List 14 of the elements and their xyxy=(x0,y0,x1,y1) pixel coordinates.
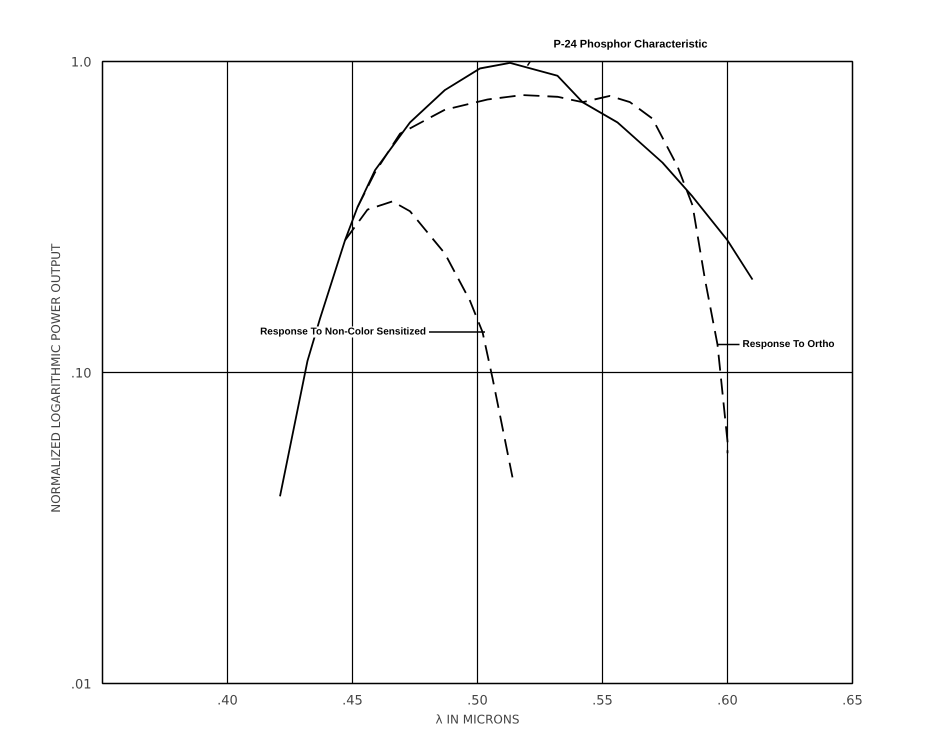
annotation: Response To Ortho xyxy=(742,339,835,350)
x-tick-label: .60 xyxy=(717,694,738,708)
x-tick-label: .65 xyxy=(842,694,863,708)
y-tick-label: 1.0 xyxy=(70,56,92,70)
x-tick-label: .45 xyxy=(342,694,363,708)
y-tick-label: .01 xyxy=(70,678,92,692)
y-tick-label: .10 xyxy=(70,366,92,382)
x-tick-label: .55 xyxy=(592,694,613,708)
annotation: Response To Non-Color Sensitized xyxy=(260,326,426,338)
annotation: P-24 Phosphor Characteristic xyxy=(554,38,708,50)
x-axis-title: λ IN MICRONS xyxy=(436,712,520,726)
y-axis-title: NORMALIZED LOGARITHMIC POWER OUTPUT xyxy=(48,242,63,513)
x-tick-label: .40 xyxy=(217,694,238,708)
x-tick-label: .50 xyxy=(467,694,488,708)
